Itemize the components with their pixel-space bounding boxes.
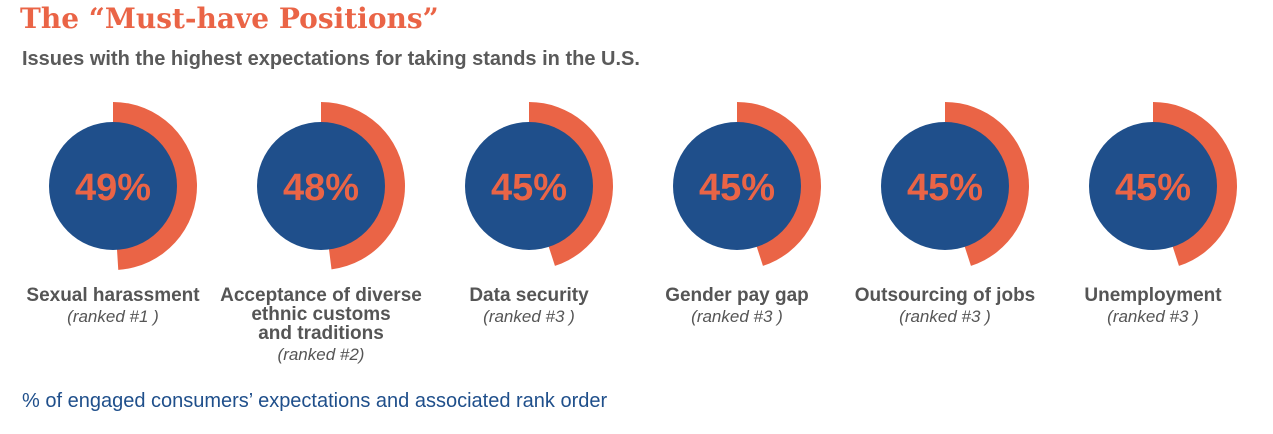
category-label: ethnic customs: [251, 304, 390, 325]
donut-item: 45% Gender pay gap(ranked #3 ): [665, 102, 821, 326]
donut-center: [465, 122, 593, 250]
rank-label: (ranked #2): [278, 345, 365, 364]
value-label: 49%: [75, 167, 151, 209]
rank-label: (ranked #3 ): [899, 307, 991, 326]
donut-center: [673, 122, 801, 250]
donut-center: [257, 122, 385, 250]
category-label: Sexual harassment: [26, 285, 200, 306]
value-label: 45%: [699, 167, 775, 209]
category-label: Outsourcing of jobs: [855, 285, 1036, 306]
donut-item: 49% Sexual harassment(ranked #1 ): [26, 102, 200, 326]
category-label: Acceptance of diverse: [220, 285, 422, 306]
value-label: 45%: [907, 167, 983, 209]
donut-item: 45% Outsourcing of jobs(ranked #3 ): [855, 102, 1036, 326]
chart-subtitle: Issues with the highest expectations for…: [22, 48, 640, 70]
donut-center: [1089, 122, 1217, 250]
category-label: Unemployment: [1084, 285, 1222, 306]
category-label: Gender pay gap: [665, 285, 809, 306]
value-label: 45%: [1115, 167, 1191, 209]
rank-label: (ranked #1 ): [67, 307, 159, 326]
rank-label: (ranked #3 ): [691, 307, 783, 326]
value-label: 45%: [491, 167, 567, 209]
rank-label: (ranked #3 ): [1107, 307, 1199, 326]
donut-center: [881, 122, 1009, 250]
donut-item: 45% Unemployment(ranked #3 ): [1084, 102, 1238, 326]
donut-item: 45% Data security(ranked #3 ): [465, 102, 613, 326]
value-label: 48%: [283, 167, 359, 209]
category-label: and traditions: [258, 323, 384, 344]
donut-center: [49, 122, 177, 250]
category-label: Data security: [469, 285, 589, 306]
chart-footnote: % of engaged consumers’ expectations and…: [22, 390, 608, 412]
chart-title: The “Must-have Positions”: [20, 2, 439, 35]
rank-label: (ranked #3 ): [483, 307, 575, 326]
